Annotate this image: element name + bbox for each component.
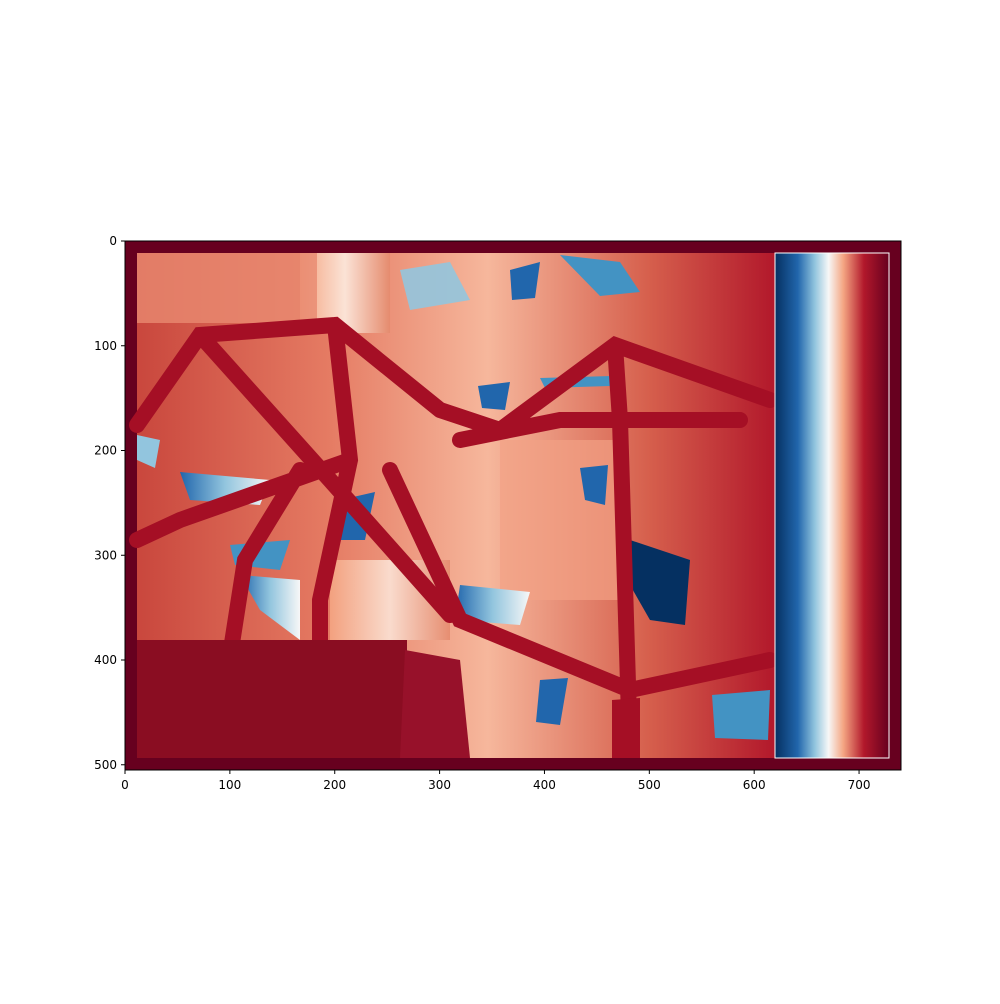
dark-structure-beams <box>129 316 778 758</box>
light-region-left <box>137 253 317 323</box>
y-tick-label: 200 <box>94 444 117 458</box>
y-tick-label: 300 <box>94 548 117 562</box>
heatmap-image <box>125 241 901 770</box>
blue-patch <box>455 585 530 625</box>
x-tick-label: 300 <box>428 778 451 792</box>
blue-patch <box>478 382 510 410</box>
x-tick-label: 100 <box>218 778 241 792</box>
y-tick-label: 400 <box>94 653 117 667</box>
x-tick-label: 600 <box>743 778 766 792</box>
blue-patch <box>580 465 608 505</box>
dark-structure-corner <box>612 698 640 758</box>
x-axis: 0 100 200 300 400 500 600 700 <box>121 770 871 792</box>
blue-patch <box>510 262 540 300</box>
dark-structure-bottom <box>137 640 407 758</box>
blue-patch <box>560 255 640 296</box>
x-tick-label: 200 <box>323 778 346 792</box>
blue-patch <box>536 678 568 725</box>
plot-frame <box>124 240 902 771</box>
light-region-right <box>500 440 620 600</box>
x-tick-label: 700 <box>848 778 871 792</box>
y-tick-label: 500 <box>94 758 117 772</box>
blue-patch <box>240 575 300 640</box>
dark-structure-column <box>400 650 470 758</box>
blue-patch <box>630 540 690 625</box>
y-tick-label: 0 <box>109 234 117 248</box>
x-tick-label: 0 <box>121 778 129 792</box>
blue-patch <box>712 690 770 740</box>
gradient-strip <box>774 252 890 759</box>
x-tick-label: 400 <box>533 778 556 792</box>
y-tick-label: 100 <box>94 339 117 353</box>
blue-patch <box>137 435 160 468</box>
blue-patch <box>400 262 470 310</box>
x-tick-label: 500 <box>638 778 661 792</box>
y-axis: 0 100 200 300 400 500 <box>94 234 125 772</box>
